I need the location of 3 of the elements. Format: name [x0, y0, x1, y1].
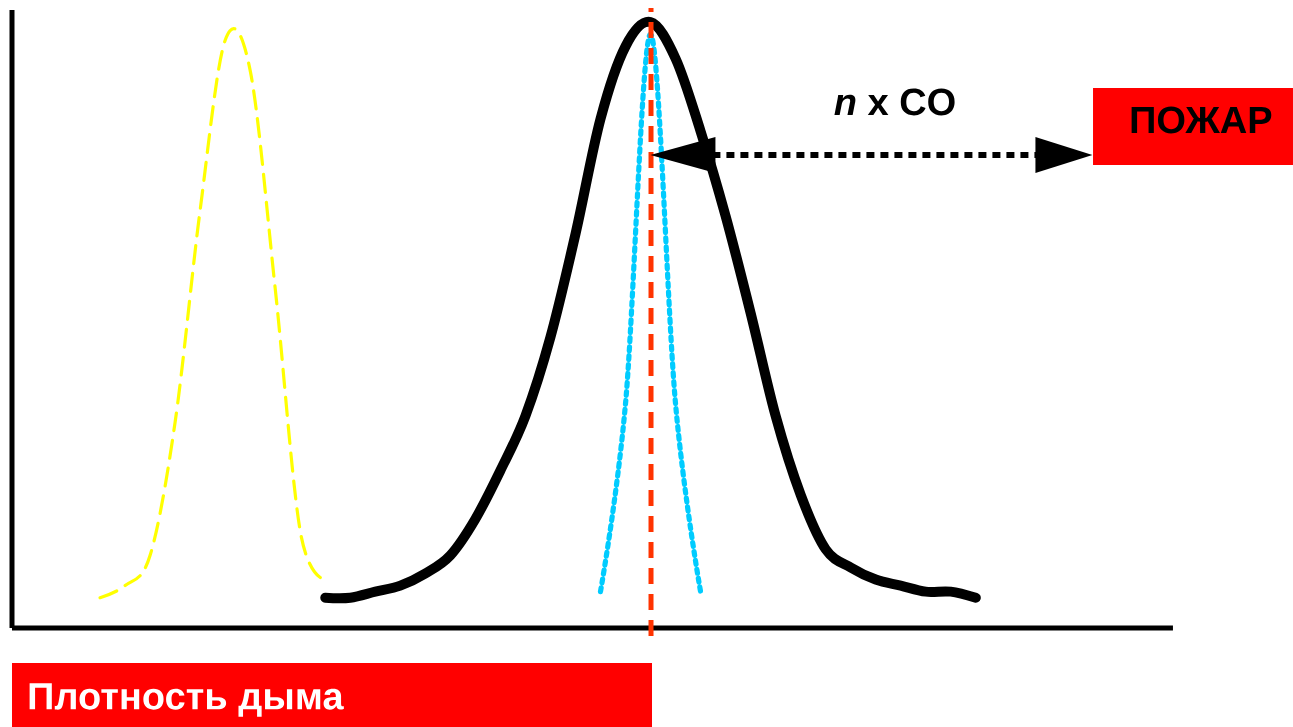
text: Плотность дыма — [29, 683, 344, 717]
annotation: n x CO — [834, 88, 955, 116]
text: ПОЖАР — [1131, 106, 1272, 134]
